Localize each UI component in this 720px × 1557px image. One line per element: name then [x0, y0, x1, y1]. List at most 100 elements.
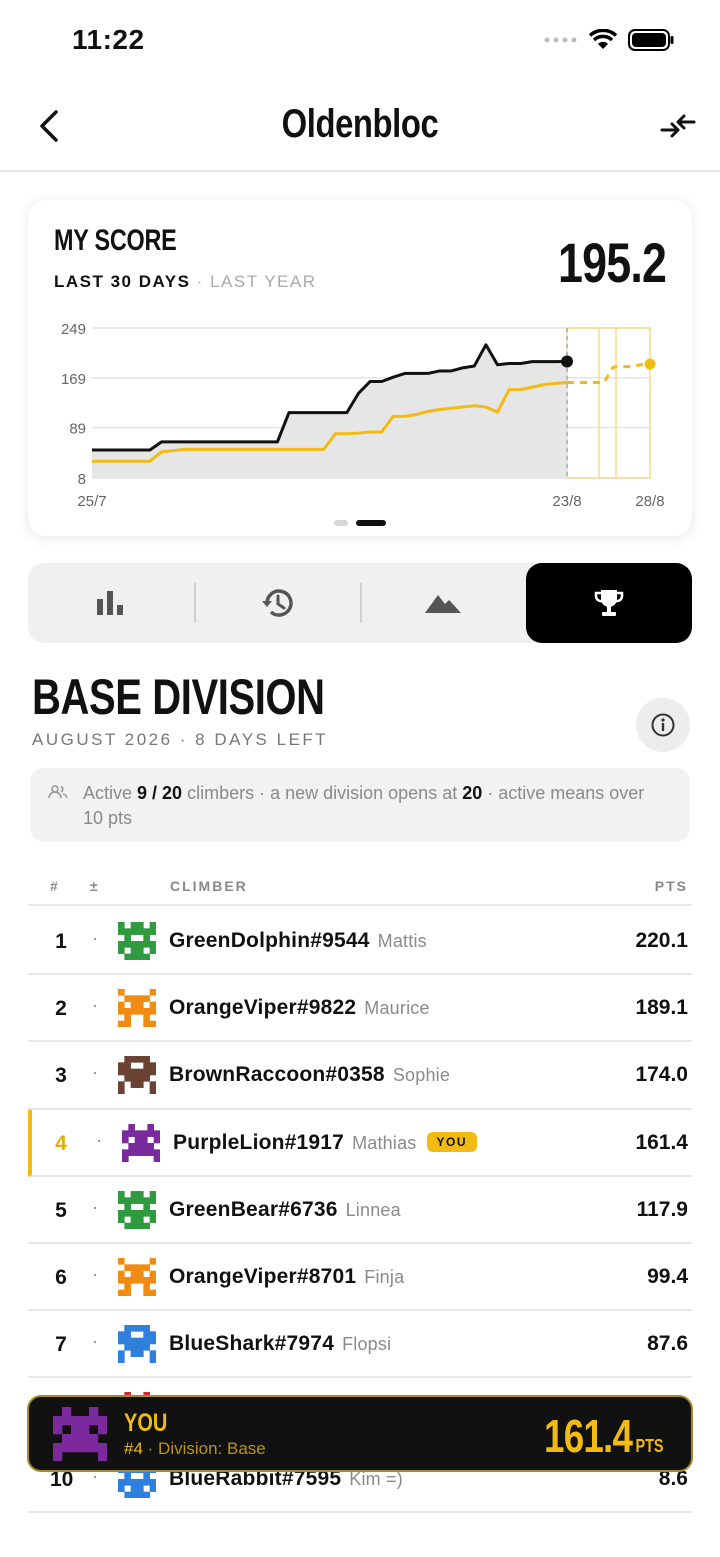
avatar-pixel — [80, 1425, 90, 1435]
my-rank-bar[interactable]: YOU #4 · Division: Base 161.4 PTS — [27, 1395, 693, 1472]
avatar-pixel — [118, 1197, 125, 1204]
avatar-pixel — [130, 1264, 138, 1271]
row-delta: · — [92, 1263, 98, 1284]
leaderboard-row[interactable]: 7 · BlueShark#7974 Flopsi 87.6 — [28, 1311, 692, 1379]
climber-handle: GreenBear#6736 — [169, 1197, 338, 1221]
avatar-pixel — [124, 1283, 131, 1290]
climber-handle: BrownRaccoon#0358 — [169, 1063, 385, 1087]
avatar-pixel — [143, 1283, 150, 1290]
avatar-pixel — [124, 1472, 131, 1479]
avatar-pixel — [149, 941, 156, 948]
series-line-division — [92, 381, 568, 463]
avatar-pixel — [53, 1452, 63, 1461]
row-rank: 6 — [55, 1265, 67, 1289]
row-delta: · — [92, 1062, 98, 1083]
climber-avatar — [118, 1257, 156, 1296]
mountain-tab[interactable] — [360, 563, 526, 643]
avatar-pixel — [118, 1257, 125, 1265]
avatar-pixel — [137, 1008, 144, 1015]
avatar-pixel — [124, 1222, 131, 1229]
avatar-pixel — [137, 1344, 144, 1351]
avatar-pixel — [143, 953, 150, 960]
trophy-tab[interactable] — [526, 563, 692, 643]
avatar-pixel — [71, 1425, 81, 1435]
avatar-pixel — [137, 1270, 144, 1278]
avatar-pixel — [143, 1008, 150, 1015]
avatar-pixel — [130, 1276, 138, 1284]
avatar-pixel — [124, 1020, 131, 1028]
avatar-pixel — [62, 1407, 72, 1417]
avatar-pixel — [124, 1062, 131, 1070]
climber-avatar — [118, 1056, 156, 1095]
avatar-pixel — [149, 989, 156, 996]
avatar-pixel — [143, 1276, 150, 1284]
climber-avatar — [118, 1325, 156, 1364]
avatar-pixel — [149, 1190, 156, 1198]
leaderboard-row[interactable]: 2 · OrangeViper#9822 Maurice 189.1 — [28, 975, 692, 1043]
stats-tab[interactable] — [28, 563, 194, 643]
avatar-pixel — [98, 1425, 107, 1435]
avatar-pixel — [149, 1088, 156, 1095]
avatar-pixel — [149, 922, 156, 929]
avatar-pixel — [98, 1443, 107, 1453]
signal-icon — [544, 37, 577, 43]
avatar-pixel — [124, 1075, 131, 1083]
notice-part: climbers · a new division opens at — [182, 783, 463, 803]
avatar-pixel — [118, 1276, 125, 1284]
my-points-unit: PTS — [635, 1436, 664, 1456]
avatar-pixel — [53, 1425, 63, 1435]
avatar-pixel — [71, 1434, 81, 1444]
row-climber: GreenDolphin#9544 Mattis — [169, 929, 427, 953]
y-tick-label: 89 — [69, 421, 86, 438]
avatar-pixel — [128, 1123, 135, 1131]
avatar-pixel — [98, 1416, 107, 1426]
avatar-pixel — [137, 1197, 144, 1204]
info-button[interactable] — [636, 698, 690, 752]
range-last-30-days[interactable]: LAST 30 DAYS — [54, 272, 191, 291]
leaderboard-row[interactable]: 3 · BrownRaccoon#0358 Sophie 174.0 — [28, 1042, 692, 1110]
x-tick-label: 25/7 — [77, 493, 106, 510]
avatar-pixel — [143, 1075, 150, 1083]
leaderboard-row[interactable]: 5 · GreenBear#6736 Linnea 117.9 — [28, 1177, 692, 1244]
avatar-pixel — [149, 1350, 156, 1358]
col-pts: PTS — [654, 878, 688, 894]
avatar-pixel — [124, 1014, 131, 1022]
score-range-selector: LAST 30 DAYS · LAST YEAR — [54, 272, 316, 292]
avatar-pixel — [137, 995, 144, 1003]
row-climber: GreenBear#6736 Linnea — [169, 1198, 401, 1222]
score-chart[interactable]: 249 169 89 8 25/7 23/8 28/8 — [28, 310, 692, 510]
status-bar: 11:22 — [0, 0, 720, 84]
current-score-point — [561, 355, 573, 368]
row-delta: · — [92, 928, 98, 948]
page-dot[interactable] — [334, 520, 348, 526]
climber-real-name: Sophie — [392, 1065, 451, 1086]
my-rank-info: #4 · Division: Base — [124, 1439, 266, 1459]
back-button[interactable] — [28, 104, 72, 148]
avatar-pixel — [118, 1350, 125, 1358]
avatar-pixel — [137, 947, 144, 954]
compare-button[interactable] — [658, 106, 698, 146]
avatar-pixel — [134, 1129, 142, 1137]
row-delta: · — [92, 1331, 98, 1352]
page-dot-active[interactable] — [356, 520, 386, 526]
avatar-pixel — [143, 1209, 150, 1217]
avatar-pixel — [149, 1062, 156, 1070]
range-last-year[interactable]: LAST YEAR — [210, 272, 317, 291]
climber-handle: OrangeViper#8701 — [169, 1264, 357, 1288]
avatar-pixel — [118, 989, 125, 996]
avatar-pixel — [130, 1222, 138, 1229]
leaderboard-row[interactable]: 6 · OrangeViper#8701 Finja 99.4 — [28, 1244, 692, 1312]
avatar-pixel — [147, 1142, 154, 1150]
avatar-pixel — [137, 1069, 144, 1076]
notice-threshold: 20 — [462, 783, 483, 803]
avatar-pixel — [137, 953, 144, 960]
score-card[interactable]: MY SCORE LAST 30 DAYS · LAST YEAR 195.2 … — [28, 200, 692, 536]
leaderboard-row[interactable]: 1 · GreenDolphin#9544 Mattis 220.1 — [28, 908, 692, 976]
leaderboard-row[interactable]: 4 · PurpleLion#1917 Mathias YOU 161.4 — [28, 1109, 692, 1177]
division-notice: Active 9 / 20 climbers · a new division … — [30, 768, 690, 842]
avatar-pixel — [149, 1001, 156, 1009]
avatar-pixel — [53, 1443, 63, 1453]
history-tab[interactable] — [194, 563, 360, 643]
avatar-pixel — [118, 941, 125, 948]
score-area-fill — [92, 344, 567, 478]
